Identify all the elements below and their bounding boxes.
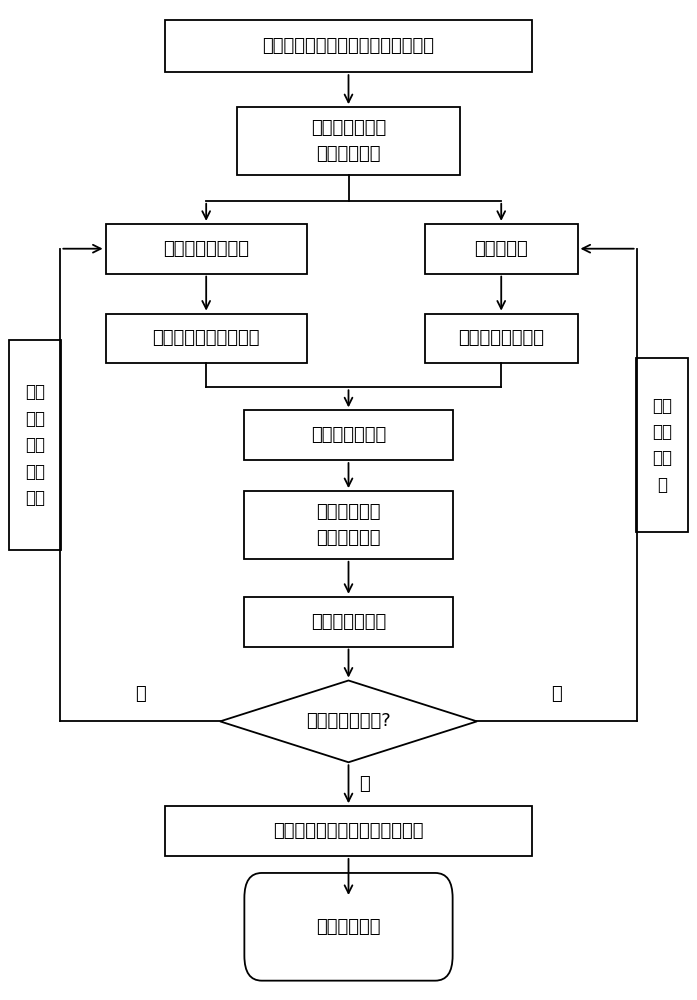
Text: 修改
阵元
位置
安装
精度: 修改 阵元 位置 安装 精度 bbox=[24, 383, 45, 507]
FancyBboxPatch shape bbox=[636, 358, 689, 532]
Text: 口面相位差计算: 口面相位差计算 bbox=[311, 426, 386, 444]
FancyBboxPatch shape bbox=[105, 224, 307, 274]
FancyBboxPatch shape bbox=[8, 340, 61, 550]
Text: 是: 是 bbox=[360, 775, 370, 793]
FancyBboxPatch shape bbox=[245, 873, 452, 981]
Text: 阵元方向图和
激励幅度计算: 阵元方向图和 激励幅度计算 bbox=[316, 503, 381, 547]
Text: 获取阵元位置安装误差: 获取阵元位置安装误差 bbox=[153, 329, 260, 347]
Text: 天线电性能计算: 天线电性能计算 bbox=[311, 613, 386, 631]
FancyBboxPatch shape bbox=[164, 806, 533, 856]
FancyBboxPatch shape bbox=[245, 410, 452, 460]
FancyBboxPatch shape bbox=[425, 314, 578, 363]
Text: 天线结构参数和
电磁工作参数: 天线结构参数和 电磁工作参数 bbox=[311, 119, 386, 163]
FancyBboxPatch shape bbox=[164, 20, 533, 72]
Text: 阵元位置安装精度与阵面平面度: 阵元位置安装精度与阵面平面度 bbox=[273, 822, 424, 840]
Text: 确定结构公差: 确定结构公差 bbox=[316, 918, 381, 936]
FancyBboxPatch shape bbox=[245, 597, 452, 647]
Text: 否: 否 bbox=[551, 685, 562, 703]
FancyBboxPatch shape bbox=[245, 491, 452, 559]
FancyBboxPatch shape bbox=[425, 224, 578, 274]
Polygon shape bbox=[220, 680, 477, 762]
Text: 阵面平面度: 阵面平面度 bbox=[475, 240, 528, 258]
Text: 获取阵元高度误差: 获取阵元高度误差 bbox=[458, 329, 544, 347]
Text: 修改
阵面
平面
度: 修改 阵面 平面 度 bbox=[652, 397, 673, 494]
Text: 电性能满足指标?: 电性能满足指标? bbox=[306, 712, 391, 730]
Text: 阵元位置安装精度: 阵元位置安装精度 bbox=[163, 240, 250, 258]
Text: 否: 否 bbox=[135, 685, 146, 703]
FancyBboxPatch shape bbox=[238, 107, 459, 175]
Text: 六边形有源相控阵天线结构设计方案: 六边形有源相控阵天线结构设计方案 bbox=[263, 37, 434, 55]
FancyBboxPatch shape bbox=[105, 314, 307, 363]
